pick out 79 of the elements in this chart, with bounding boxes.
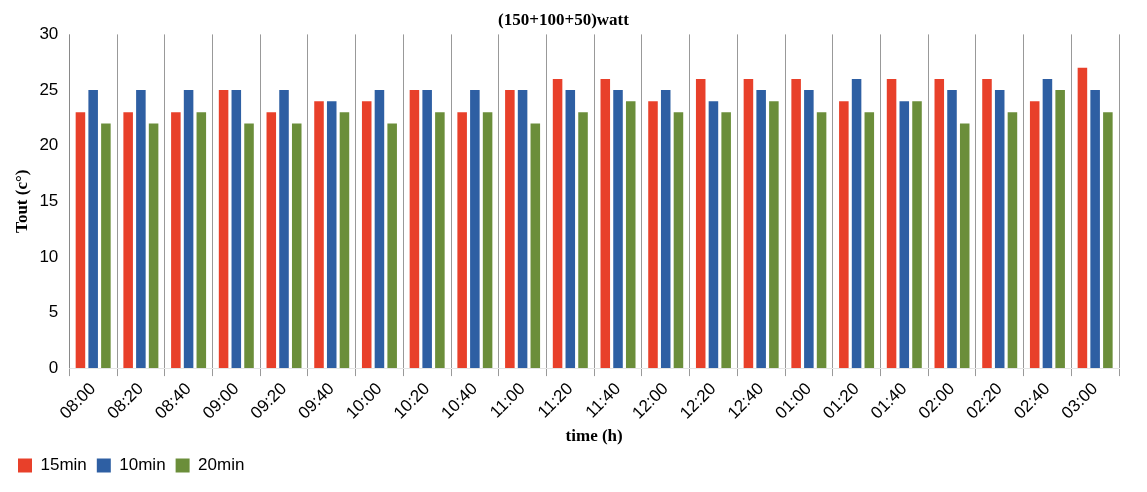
bar xyxy=(196,112,207,369)
bar xyxy=(218,90,229,369)
bar xyxy=(769,101,779,369)
bar xyxy=(339,112,350,369)
bar xyxy=(148,123,159,369)
bar xyxy=(123,112,133,369)
bar xyxy=(1055,90,1065,369)
bar xyxy=(136,90,146,369)
legend-label: 20min xyxy=(198,455,245,475)
bar xyxy=(565,90,576,369)
bar xyxy=(244,123,254,369)
bar xyxy=(326,101,337,369)
y-tick-label: 30 xyxy=(39,24,59,44)
bar xyxy=(864,112,875,369)
bar xyxy=(374,90,385,369)
bar xyxy=(435,112,445,369)
bar xyxy=(101,123,111,369)
bar xyxy=(291,123,302,369)
y-tick-label: 20 xyxy=(39,135,59,155)
y-axis-title: Tout (c°) xyxy=(11,169,31,233)
bar xyxy=(266,112,277,369)
y-tick-label: 5 xyxy=(48,302,59,322)
bar xyxy=(1042,78,1053,369)
bar xyxy=(839,101,849,369)
bar xyxy=(314,101,324,369)
bar xyxy=(708,101,719,369)
bar xyxy=(695,78,706,369)
bar xyxy=(886,78,897,369)
bar xyxy=(673,112,684,369)
legend-label: 10min xyxy=(119,455,166,475)
bar xyxy=(851,78,862,369)
bar xyxy=(171,112,181,369)
bar xyxy=(1077,67,1088,369)
bar xyxy=(409,90,420,369)
bar xyxy=(279,90,289,369)
y-tick-label: 15 xyxy=(39,190,59,210)
y-tick-label: 0 xyxy=(48,357,59,377)
bar xyxy=(959,123,970,369)
bar xyxy=(88,90,98,369)
bar xyxy=(1007,112,1018,369)
bar xyxy=(482,112,493,369)
bar xyxy=(816,112,827,369)
bar xyxy=(912,101,922,369)
bar xyxy=(75,112,86,369)
bar xyxy=(457,112,467,369)
bar xyxy=(361,101,372,369)
bar xyxy=(625,101,636,369)
bar xyxy=(387,123,397,369)
bar xyxy=(947,90,957,369)
bar xyxy=(660,90,671,369)
bar xyxy=(530,123,541,369)
bar xyxy=(578,112,588,369)
bar xyxy=(743,78,754,369)
chart-title: (150+100+50)watt xyxy=(498,9,630,29)
bar xyxy=(899,101,910,369)
bar xyxy=(552,78,563,369)
bar xyxy=(505,90,515,369)
bar xyxy=(1090,90,1100,369)
bar xyxy=(994,90,1005,369)
bar xyxy=(648,101,658,369)
x-axis-title: time (h) xyxy=(565,426,623,446)
bar xyxy=(804,90,814,369)
bar xyxy=(721,112,731,369)
y-tick-label: 25 xyxy=(39,79,59,99)
bar xyxy=(470,90,480,369)
y-tick-label: 10 xyxy=(39,246,59,266)
bar xyxy=(982,78,992,369)
bar xyxy=(600,78,611,369)
bar xyxy=(183,90,194,369)
bar xyxy=(422,90,432,369)
bar xyxy=(517,90,528,369)
bar xyxy=(1029,101,1040,369)
bar xyxy=(613,90,623,369)
bar xyxy=(756,90,766,369)
bar xyxy=(791,78,801,369)
legend-label: 15min xyxy=(40,455,87,475)
bar xyxy=(934,78,945,369)
bar xyxy=(1103,112,1113,369)
bar xyxy=(231,90,242,369)
